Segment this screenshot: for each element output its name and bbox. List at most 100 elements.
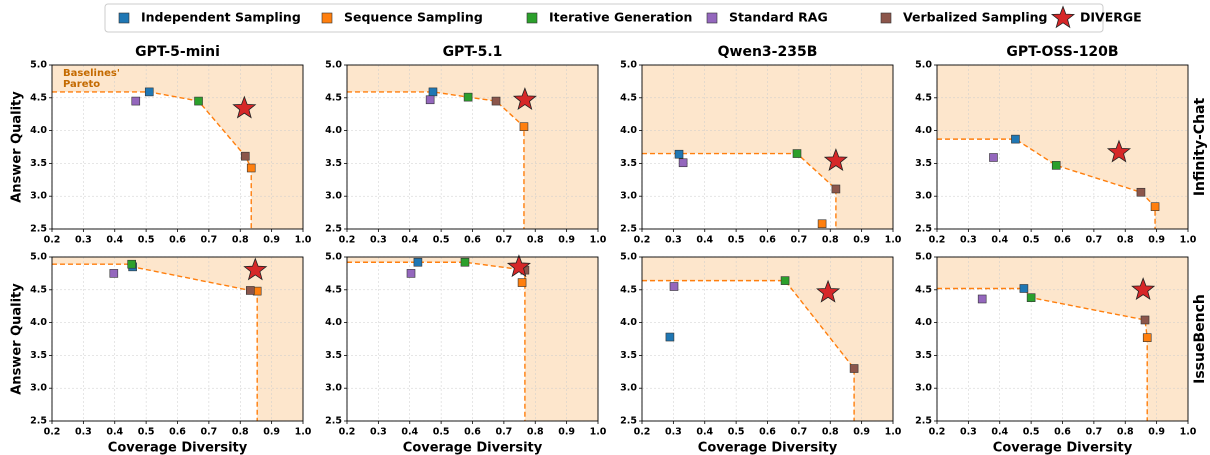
x-tick-label: 0.3: [665, 235, 682, 246]
pareto-annotation: Baselines' Pareto: [63, 68, 120, 90]
star-marker: [1131, 277, 1156, 301]
y-tick-label: 3.5: [325, 350, 342, 361]
x-tick-label: 0.8: [1117, 235, 1134, 246]
square-marker: [831, 184, 841, 194]
x-tick-label: 0.8: [232, 235, 249, 246]
x-tick-label: 0.7: [1085, 427, 1102, 438]
square-marker: [425, 95, 435, 105]
y-tick-label: 3.5: [620, 158, 637, 169]
star-marker: [1106, 139, 1131, 163]
x-tick-label: 0.6: [169, 427, 186, 438]
panel: 0.2 0.3 0.4 0.5 0.6 0.7 0.8 0.9 1.0 2.5 3.0 3.5 4.0 4…: [915, 44, 1208, 246]
y-tick-label: 4.5: [915, 284, 932, 295]
x-tick-label: 1.0: [295, 427, 312, 438]
x-tick-label: 0.3: [960, 235, 977, 246]
legend-marker: [118, 12, 130, 24]
x-tick-label: 0.3: [665, 427, 682, 438]
y-tick-label: 3.0: [325, 383, 342, 394]
x-tick-label: 0.7: [790, 235, 807, 246]
x-tick-label: 0.9: [853, 235, 870, 246]
x-axis-label: Coverage Diversity: [403, 441, 543, 455]
legend-marker: [880, 12, 892, 24]
y-tick-label: 5.0: [915, 252, 932, 263]
x-tick-label: 0.8: [527, 427, 544, 438]
y-tick-label: 3.5: [30, 350, 47, 361]
x-tick-label: 0.2: [634, 427, 651, 438]
y-tick-label: 4.5: [620, 284, 637, 295]
x-tick-label: 0.6: [759, 427, 776, 438]
x-tick-label: 0.5: [728, 235, 745, 246]
y-tick-label: 3.5: [325, 158, 342, 169]
panel: 0.2 0.3 0.4 0.5 0.6 0.7 0.8 0.9 1.0 2.5 3.0 3.5 4.0 4…: [915, 252, 1208, 455]
y-tick-label: 5.0: [620, 60, 637, 71]
y-axis-label: Answer Quality: [10, 91, 25, 203]
y-tick-label: 2.5: [30, 416, 47, 427]
square-marker: [989, 153, 998, 162]
square-marker: [1140, 315, 1150, 325]
legend-marker: [321, 12, 333, 24]
y-tick-label: 3.0: [620, 383, 637, 394]
x-tick-label: 1.0: [1180, 427, 1197, 438]
x-tick-label: 0.3: [75, 235, 92, 246]
star-marker: [506, 254, 531, 278]
x-tick-label: 1.0: [1180, 235, 1197, 246]
x-tick-label: 0.6: [464, 235, 481, 246]
square-marker: [127, 259, 136, 269]
x-tick-label: 0.9: [853, 427, 870, 438]
square-marker: [1142, 333, 1152, 342]
x-tick-label: 0.9: [263, 235, 280, 246]
x-tick-label: 0.6: [1054, 427, 1071, 438]
square-marker: [413, 257, 423, 267]
square-marker: [517, 278, 527, 287]
column-title: GPT-5-mini: [135, 44, 220, 60]
x-tick-label: 0.5: [138, 235, 155, 246]
y-tick-label: 4.0: [325, 317, 342, 328]
x-tick-label: 0.5: [1023, 235, 1040, 246]
y-tick-label: 4.0: [30, 125, 47, 136]
x-tick-label: 1.0: [590, 235, 607, 246]
x-tick-label: 0.2: [339, 235, 356, 246]
x-tick-label: 0.9: [1148, 427, 1165, 438]
square-marker: [519, 122, 529, 131]
square-marker: [144, 87, 154, 97]
square-marker: [674, 149, 684, 159]
y-tick-label: 4.5: [30, 284, 47, 295]
column-title: GPT-5.1: [443, 44, 503, 60]
x-tick-label: 0.8: [822, 427, 839, 438]
legend-label: Independent Sampling: [141, 10, 301, 25]
pareto-frontier: [937, 287, 1148, 421]
column-title: Qwen3-235B: [718, 44, 818, 60]
x-axis-label: Coverage Diversity: [108, 441, 248, 455]
row-label: Infinity-Chat: [1192, 98, 1208, 197]
y-tick-label: 3.0: [325, 191, 342, 202]
square-marker: [194, 96, 203, 106]
y-tick-label: 3.0: [30, 191, 47, 202]
x-tick-label: 0.5: [138, 427, 155, 438]
x-tick-label: 0.3: [75, 427, 92, 438]
x-axis-label: Coverage Diversity: [698, 441, 838, 455]
x-tick-label: 0.7: [495, 235, 512, 246]
legend-label: Iterative Generation: [549, 10, 692, 25]
y-tick-label: 4.0: [915, 317, 932, 328]
panel: 0.2 0.3 0.4 0.5 0.6 0.7 0.8 0.9 1.0 2.5 3.0 3.5 4.0 4…: [325, 44, 607, 246]
square-marker: [491, 96, 501, 106]
row-label: IssueBench: [1192, 294, 1208, 384]
x-tick-label: 0.2: [44, 427, 61, 438]
y-tick-label: 2.5: [915, 416, 932, 427]
x-tick-label: 0.3: [960, 427, 977, 438]
panel: 0.2 0.3 0.4 0.5 0.6 0.7 0.8 0.9 1.0 2.5 3.0 3.5 4.0 4…: [620, 44, 902, 246]
annotation-box: Baselines' Pareto: [63, 68, 120, 90]
x-tick-label: 0.7: [1085, 235, 1102, 246]
square-marker: [240, 151, 250, 161]
pareto-frontier: [52, 91, 252, 229]
square-marker: [1011, 134, 1020, 144]
y-tick-label: 4.5: [620, 92, 637, 103]
y-tick-label: 2.5: [325, 224, 342, 235]
star-marker: [816, 279, 841, 303]
column-title: GPT-OSS-120B: [1006, 44, 1118, 60]
legend-label: Sequence Sampling: [344, 10, 483, 25]
x-axis-label: Coverage Diversity: [993, 441, 1133, 455]
x-tick-label: 0.2: [44, 235, 61, 246]
y-tick-label: 2.5: [325, 416, 342, 427]
